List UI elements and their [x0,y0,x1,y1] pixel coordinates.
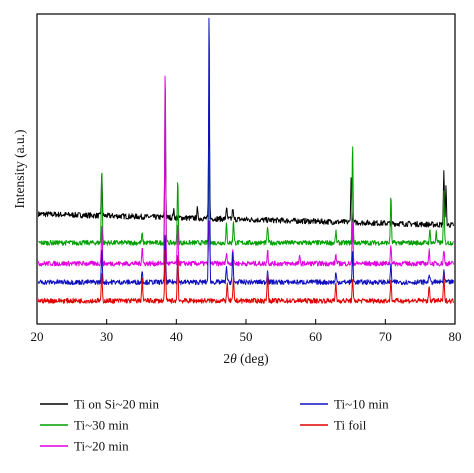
x-tick-label: 40 [170,329,183,344]
x-tick-label: 20 [31,329,44,344]
legend-label-4: Ti~10 min [334,397,389,412]
x-tick-label: 30 [100,329,113,344]
legend-label-3: Ti~20 min [74,439,129,454]
plot-frame [36,13,456,325]
x-axis-title: 2θ (deg) [223,351,268,366]
x-tick-label: 60 [309,329,322,344]
series-line-3 [37,75,454,267]
y-axis-title: Intensity (a.u.) [12,129,27,208]
x-tick-label: 80 [449,329,462,344]
legend: Ti on Si~20 min Ti~30 min Ti~20 min Ti~10 m… [40,397,389,454]
series-line-4 [37,17,454,286]
series-line-5 [37,249,454,304]
legend-label-2: Ti~30 min [74,418,129,433]
series-line-2 [38,84,454,246]
x-tick-label: 50 [240,329,253,344]
legend-label-5: Ti foil [334,418,367,433]
x-axis-ticks: 20 30 40 50 60 70 80 [31,319,462,344]
x-tick-label: 70 [379,329,392,344]
plot-lines [37,17,454,304]
series-line-1 [37,97,454,228]
legend-label-1: Ti on Si~20 min [74,397,159,412]
